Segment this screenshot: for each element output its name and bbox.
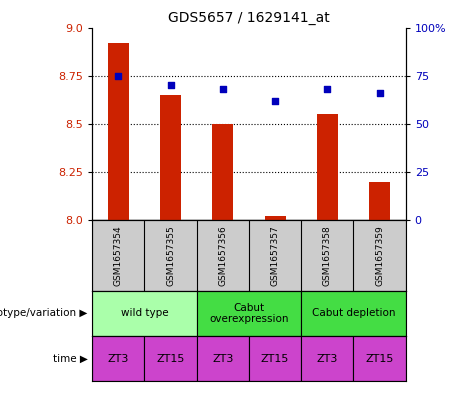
Bar <box>197 291 301 336</box>
Text: GSM1657357: GSM1657357 <box>271 225 279 286</box>
Text: ZT15: ZT15 <box>366 354 394 364</box>
Point <box>272 97 279 104</box>
Bar <box>144 336 197 381</box>
Bar <box>354 336 406 381</box>
Point <box>115 72 122 79</box>
Bar <box>265 216 285 220</box>
Text: ZT3: ZT3 <box>317 354 338 364</box>
Bar <box>317 114 338 220</box>
Text: GSM1657359: GSM1657359 <box>375 225 384 286</box>
Text: time ▶: time ▶ <box>53 354 88 364</box>
Text: GSM1657358: GSM1657358 <box>323 225 332 286</box>
Text: GSM1657355: GSM1657355 <box>166 225 175 286</box>
Bar <box>301 291 406 336</box>
Bar <box>92 336 144 381</box>
Text: wild type: wild type <box>121 309 168 318</box>
Text: ZT3: ZT3 <box>107 354 129 364</box>
Bar <box>197 336 249 381</box>
Title: GDS5657 / 1629141_at: GDS5657 / 1629141_at <box>168 11 330 25</box>
Point <box>167 82 174 88</box>
Bar <box>369 182 390 220</box>
Bar <box>92 291 197 336</box>
Bar <box>301 336 354 381</box>
Bar <box>108 43 129 220</box>
Bar <box>249 336 301 381</box>
Point <box>324 86 331 92</box>
Bar <box>213 124 233 220</box>
Text: ZT3: ZT3 <box>212 354 234 364</box>
Text: ZT15: ZT15 <box>156 354 185 364</box>
Text: Cabut depletion: Cabut depletion <box>312 309 395 318</box>
Point <box>219 86 226 92</box>
Bar <box>160 95 181 220</box>
Text: genotype/variation ▶: genotype/variation ▶ <box>0 309 88 318</box>
Text: ZT15: ZT15 <box>261 354 289 364</box>
Text: Cabut
overexpression: Cabut overexpression <box>209 303 289 324</box>
Point <box>376 90 383 96</box>
Text: GSM1657356: GSM1657356 <box>219 225 227 286</box>
Text: GSM1657354: GSM1657354 <box>114 225 123 286</box>
